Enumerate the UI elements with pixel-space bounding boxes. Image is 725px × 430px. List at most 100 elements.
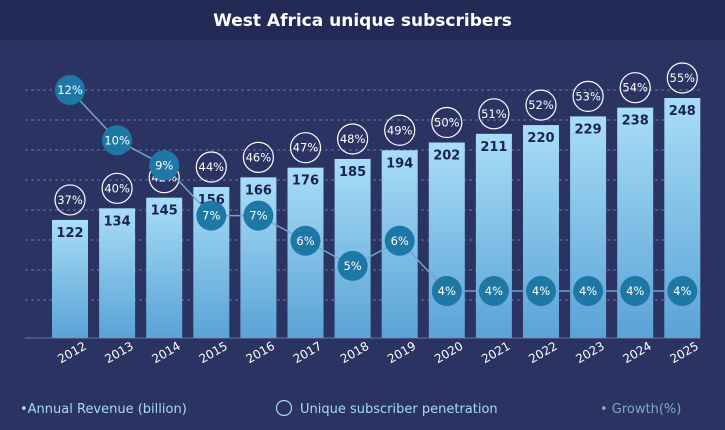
penetration-circle (384, 114, 416, 146)
penetration-circle (666, 62, 698, 94)
chart-title: West Africa unique subscribers (213, 11, 512, 31)
growth-point (102, 125, 133, 156)
penetration-label: 51% (481, 107, 507, 121)
bar-value-label: 238 (622, 114, 649, 129)
growth-point (290, 225, 321, 256)
growth-point (573, 276, 604, 306)
penetration-label: 53% (575, 89, 601, 103)
growth-point (196, 200, 227, 231)
growth-point (526, 276, 556, 306)
bar-2012 (52, 219, 88, 338)
penetration-circle (337, 123, 369, 155)
penetration-label: 44% (199, 160, 225, 174)
penetration-label: 40% (104, 181, 130, 195)
growth-label: 10% (104, 133, 130, 147)
growth-point (431, 276, 462, 306)
penetration-circle (242, 141, 274, 173)
bar-2021 (475, 133, 512, 338)
growth-point (149, 150, 180, 181)
growth-point (478, 276, 509, 306)
x-tick-label: 2015 (197, 339, 230, 366)
bar-value-label: 134 (104, 214, 131, 229)
penetration-circle (195, 151, 227, 183)
bar-value-label: 145 (151, 204, 178, 219)
penetration-circle (54, 184, 86, 216)
growth-label: 4% (673, 284, 691, 298)
growth-label: 6% (391, 234, 409, 248)
bar-value-label: 202 (433, 149, 460, 164)
penetration-label: 49% (387, 123, 413, 137)
bar-value-label: 122 (56, 226, 83, 241)
penetration-label: 54% (622, 81, 648, 95)
growth-label: 4% (626, 284, 644, 298)
penetration-circle (572, 80, 604, 112)
bar-value-label: 166 (245, 183, 272, 198)
bar-2018 (334, 158, 371, 338)
legend: •Annual Revenue (billion) Unique subscrib… (20, 399, 681, 417)
growth-point (620, 276, 651, 306)
penetration-label: 46% (246, 150, 272, 164)
growth-line: 12% 10% 9% 7% 7% 6% 5% 6% 4% 4% 4% 4% 4% 4% (55, 75, 698, 306)
growth-label: 7% (249, 209, 267, 223)
x-tick-label: 2023 (573, 339, 606, 366)
growth-label: 12% (57, 83, 83, 97)
growth-point (243, 200, 274, 231)
title-bar (0, 0, 725, 40)
x-tick-label: 2012 (55, 339, 88, 366)
penetration-circle (525, 89, 557, 121)
x-tick-label: 2014 (149, 339, 182, 366)
legend-item-penetration: Unique subscriber penetration (300, 402, 498, 417)
penetration-label: 47% (293, 141, 319, 155)
growth-label: 9% (155, 158, 173, 172)
bar-2013 (99, 208, 136, 338)
growth-label: 5% (343, 259, 361, 273)
bar-value-label: 194 (386, 156, 413, 171)
growth-point (384, 225, 415, 256)
bar-value-label: 176 (292, 174, 319, 189)
bar-value-label: 229 (575, 122, 602, 137)
x-tick-label: 2025 (668, 339, 701, 366)
x-tick-label: 2022 (526, 339, 559, 366)
growth-label: 4% (579, 284, 597, 298)
penetration-circle (619, 72, 651, 104)
bar-2014 (146, 197, 183, 338)
penetration-circle (478, 98, 510, 130)
penetration-circle (431, 106, 463, 139)
x-tick-label: 2017 (291, 339, 324, 366)
x-tick-label: 2016 (244, 339, 277, 366)
bar-value-label: 248 (669, 104, 696, 119)
penetration-labels: 37%40%42%44%46%47%48%49%50%51%52%53%54%5… (54, 62, 698, 216)
bar-value-label: 220 (527, 131, 554, 146)
bar-2022 (523, 125, 559, 338)
penetration-circle (289, 132, 322, 164)
growth-label: 4% (485, 284, 503, 298)
legend-circle-icon (275, 399, 293, 417)
x-tick-label: 2020 (432, 339, 465, 366)
growth-point (55, 75, 85, 105)
penetration-label: 52% (528, 98, 554, 112)
x-tick-label: 2021 (479, 339, 512, 366)
penetration-circle (101, 172, 133, 204)
growth-label: 4% (532, 284, 550, 298)
bar-2020 (428, 142, 465, 338)
x-axis-ticks: 2012 2013 2014 2015 2016 2017 2018 2019 2020 2021… (55, 339, 701, 366)
growth-point (337, 250, 368, 281)
growth-label: 6% (296, 234, 314, 248)
penetration-label: 48% (340, 132, 366, 146)
penetration-label: 50% (434, 116, 460, 130)
growth-point (667, 276, 698, 306)
bar-value-label: 211 (480, 140, 507, 155)
growth-label: 7% (202, 209, 220, 223)
bar-value-label: 185 (339, 165, 366, 180)
x-tick-label: 2018 (338, 339, 371, 366)
penetration-label: 55% (670, 71, 696, 85)
bars: 1221341451561661761851942022112202292382… (52, 98, 701, 338)
x-tick-label: 2013 (102, 339, 135, 366)
legend-item-revenue: •Annual Revenue (billion) (20, 402, 187, 417)
legend-item-growth: • Growth(%) (600, 402, 681, 417)
x-tick-label: 2024 (620, 339, 653, 366)
penetration-label: 37% (57, 193, 83, 207)
growth-label: 4% (438, 284, 456, 298)
